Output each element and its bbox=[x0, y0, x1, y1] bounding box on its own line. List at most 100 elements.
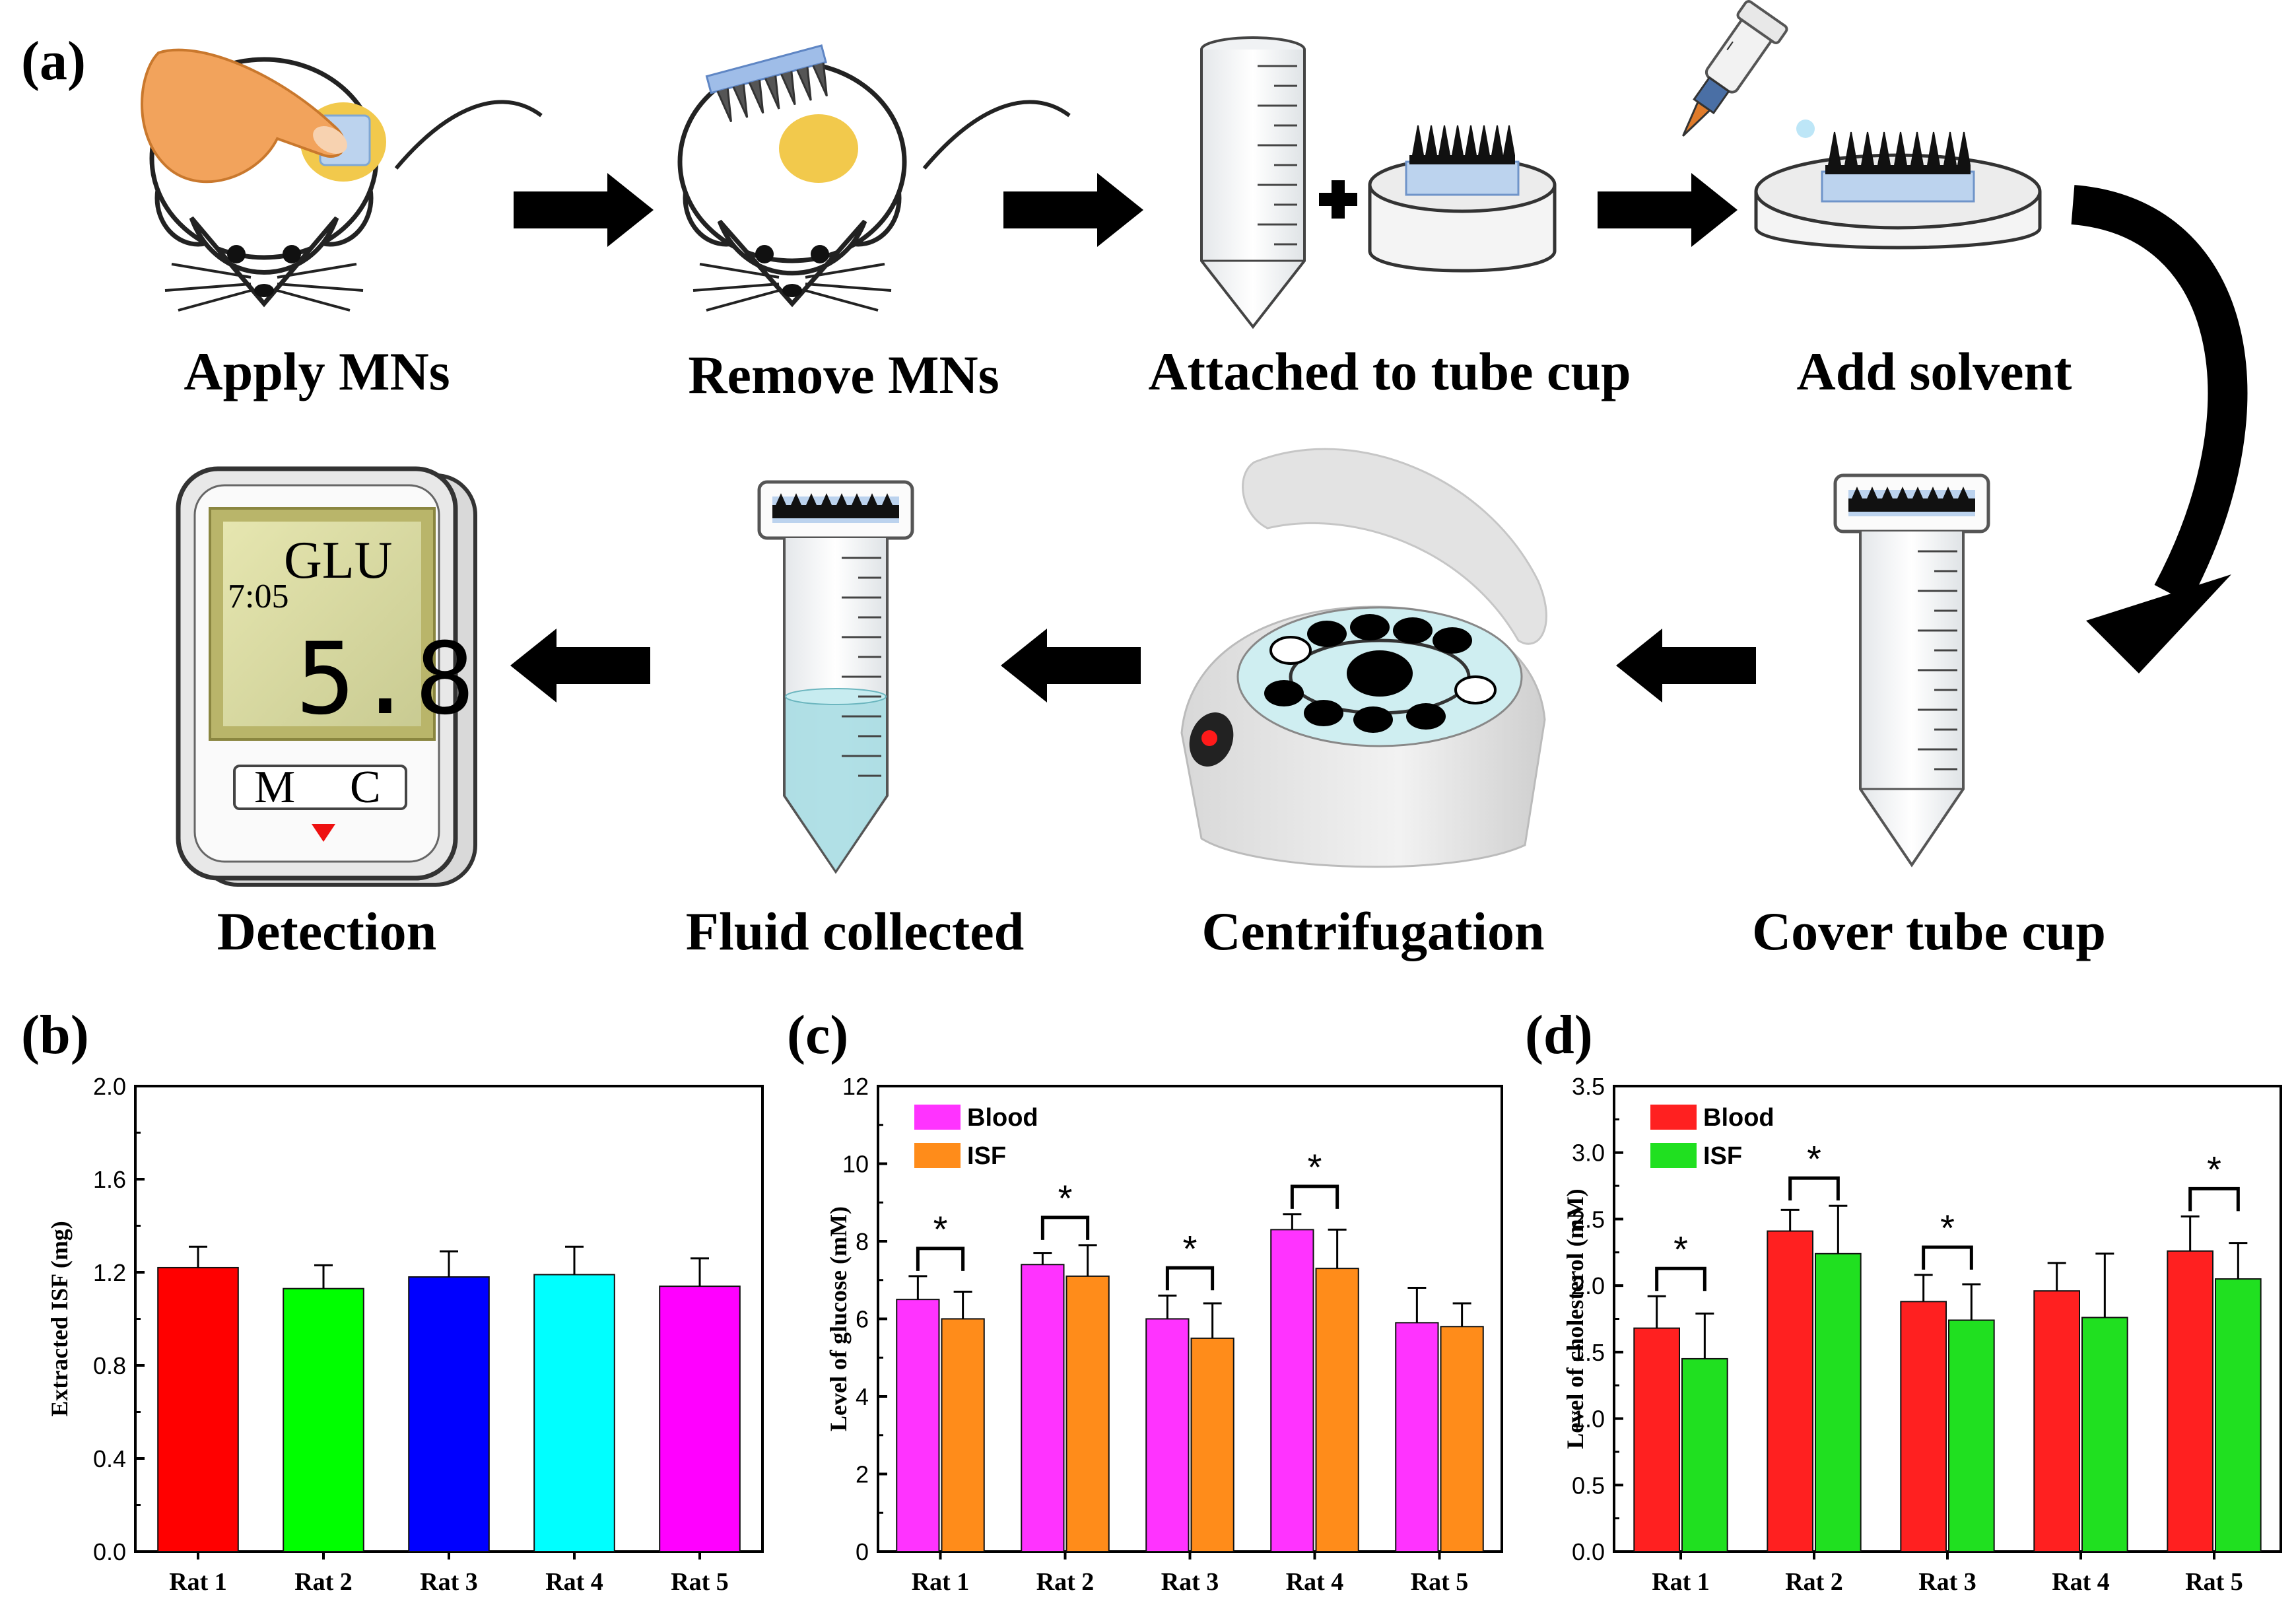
y-tick-label: 1.2 bbox=[93, 1259, 126, 1286]
mouse-apply-illustration bbox=[141, 48, 543, 312]
curved-arrow-down bbox=[2071, 185, 2248, 673]
legend-label: ISF bbox=[967, 1142, 1006, 1170]
x-tick-label: Rat 1 bbox=[169, 1568, 227, 1596]
arrow-fluid-to-detection bbox=[510, 629, 650, 703]
significance-star: * bbox=[1673, 1228, 1688, 1270]
significance-bracket bbox=[1165, 1266, 1215, 1291]
significance-bracket bbox=[1788, 1176, 1840, 1201]
bar bbox=[1767, 1230, 1814, 1552]
tube-cup-with-mns bbox=[1368, 125, 1557, 273]
bar bbox=[1681, 1357, 1728, 1552]
legend-swatch bbox=[1650, 1105, 1697, 1130]
bar bbox=[1145, 1318, 1190, 1552]
label-detection: Detection bbox=[217, 901, 436, 961]
y-tick-label: 0.4 bbox=[93, 1445, 126, 1472]
significance-star: * bbox=[1807, 1138, 1821, 1179]
y-tick-label: 1.5 bbox=[1572, 1339, 1605, 1366]
significance-star: * bbox=[1940, 1207, 1955, 1249]
y-tick-label: 3.0 bbox=[1572, 1140, 1605, 1167]
y-axis-label: Level of glucose (mM) bbox=[825, 1206, 852, 1431]
bar bbox=[533, 1274, 615, 1553]
dish-with-solvent bbox=[1754, 131, 2042, 250]
significance-star: * bbox=[1183, 1227, 1198, 1269]
plus-icon bbox=[1319, 180, 1357, 219]
arrow-cover-to-centrifuge bbox=[1616, 629, 1756, 703]
legend-label: Blood bbox=[1703, 1104, 1774, 1132]
x-tick-label: Rat 4 bbox=[2052, 1568, 2110, 1596]
meter-reading: 5.8 bbox=[296, 622, 475, 737]
bar bbox=[283, 1287, 364, 1553]
x-tick-label: Rat 1 bbox=[1652, 1568, 1710, 1596]
y-tick-label: 0.5 bbox=[1572, 1472, 1605, 1499]
y-tick-label: 0.8 bbox=[93, 1352, 126, 1379]
legend-swatch bbox=[1650, 1143, 1697, 1168]
glucose-meter: 7:05 GLU 5.8 M C bbox=[176, 466, 477, 887]
pipette-icon: I bbox=[1682, 0, 1815, 138]
x-tick-label: Rat 5 bbox=[2185, 1568, 2243, 1596]
label-apply-mns: Apply MNs bbox=[184, 341, 450, 401]
bar bbox=[2033, 1290, 2081, 1552]
chart-extracted-isf: 0.0 0.4 0.8 1.2 1.6 2.0 Extracted ISF (mg) Rat … bbox=[46, 1073, 764, 1596]
bar bbox=[1065, 1275, 1110, 1552]
legend-swatch bbox=[914, 1105, 961, 1130]
bar bbox=[1270, 1229, 1314, 1552]
meter-button-c: C bbox=[350, 762, 381, 813]
bar bbox=[1315, 1268, 1359, 1552]
y-tick-label: 8 bbox=[856, 1228, 869, 1255]
legend-label: ISF bbox=[1703, 1142, 1742, 1170]
legend-label: Blood bbox=[967, 1104, 1038, 1132]
significance-star: * bbox=[2207, 1148, 2221, 1190]
centrifuge-tube-empty bbox=[1200, 36, 1306, 329]
bar bbox=[1815, 1252, 1862, 1553]
bar bbox=[2167, 1250, 2214, 1553]
bar bbox=[1900, 1301, 1947, 1553]
bar bbox=[1948, 1319, 1995, 1552]
bar bbox=[408, 1276, 490, 1553]
label-fluid-collected: Fluid collected bbox=[686, 901, 1024, 961]
y-axis-label: Level of cholesterol (mM) bbox=[1562, 1188, 1588, 1449]
bar bbox=[941, 1318, 985, 1552]
significance-star: * bbox=[1058, 1177, 1073, 1219]
bar bbox=[2081, 1317, 2128, 1552]
bar bbox=[896, 1299, 940, 1552]
y-tick-label: 4 bbox=[856, 1383, 869, 1410]
y-tick-label: 2 bbox=[856, 1461, 869, 1488]
meter-down-indicator bbox=[312, 824, 335, 842]
bar bbox=[2215, 1278, 2262, 1552]
meter-analyte: GLU bbox=[284, 531, 392, 590]
y-tick-label: 2.0 bbox=[93, 1073, 126, 1100]
bar bbox=[1440, 1326, 1484, 1552]
arrow-remove-to-attach bbox=[1003, 173, 1143, 247]
chart-glucose: 0 2 4 6 8 10 12 Level of glucose (mM) Rat 1 Rat 2… bbox=[825, 1073, 1503, 1596]
significance-bracket bbox=[916, 1247, 965, 1271]
y-tick-label: 2.5 bbox=[1572, 1206, 1605, 1233]
meter-time: 7:05 bbox=[228, 578, 288, 615]
mouse-remove-illustration bbox=[677, 44, 1071, 312]
meter-button-m: M bbox=[254, 762, 295, 813]
x-tick-label: Rat 2 bbox=[1785, 1568, 1843, 1596]
label-remove-mns: Remove MNs bbox=[688, 345, 999, 405]
tube-covered bbox=[1833, 473, 1990, 868]
significance-bracket bbox=[1040, 1216, 1090, 1240]
x-tick-label: Rat 3 bbox=[1161, 1568, 1219, 1596]
y-axis-label: Extracted ISF (mg) bbox=[46, 1221, 73, 1417]
tube-fluid-collected bbox=[757, 480, 914, 874]
y-tick-label: 6 bbox=[856, 1306, 869, 1333]
significance-star: * bbox=[933, 1208, 948, 1250]
bar bbox=[1021, 1264, 1065, 1552]
y-tick-label: 3.5 bbox=[1572, 1073, 1605, 1100]
bar bbox=[157, 1266, 239, 1552]
centrifuge-machine bbox=[1180, 448, 1547, 868]
x-tick-label: Rat 5 bbox=[1411, 1568, 1469, 1596]
label-add-solvent: Add solvent bbox=[1797, 341, 2072, 401]
panel-label-a: (a) bbox=[21, 30, 86, 92]
x-tick-label: Rat 3 bbox=[420, 1568, 478, 1596]
x-tick-label: Rat 4 bbox=[1286, 1568, 1344, 1596]
bar bbox=[1633, 1327, 1681, 1552]
arrow-centrifuge-to-fluid bbox=[1001, 629, 1141, 703]
y-tick-label: 10 bbox=[842, 1151, 869, 1178]
significance-bracket bbox=[2188, 1186, 2240, 1212]
label-centrifugation: Centrifugation bbox=[1201, 901, 1544, 961]
panel-label-d: (d) bbox=[1525, 1004, 1593, 1066]
label-cover-tube-cup: Cover tube cup bbox=[1752, 901, 2106, 961]
